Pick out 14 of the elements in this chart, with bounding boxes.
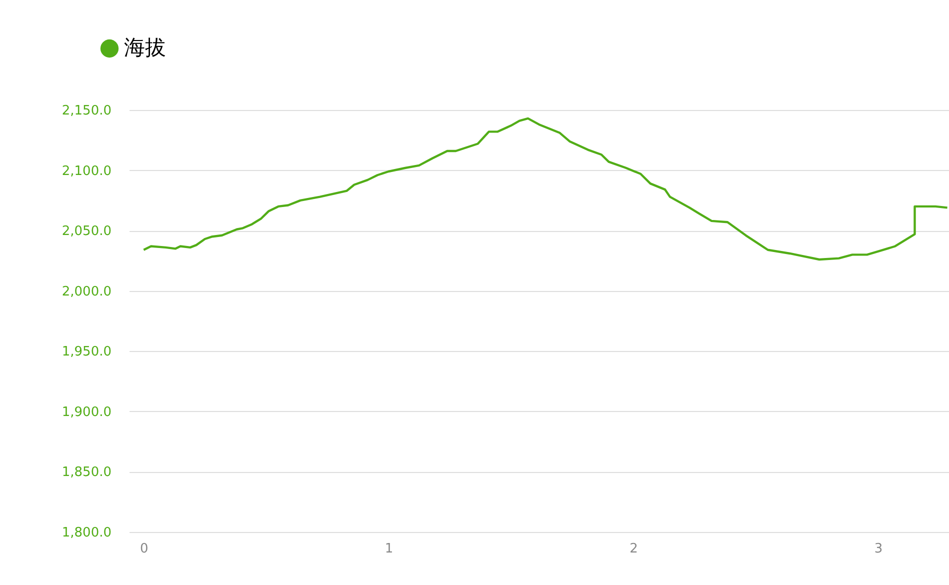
legend-label: 海拔	[124, 36, 166, 60]
y-tick-label: 2,100.0	[62, 164, 112, 179]
line-series	[142, 117, 948, 261]
y-tick-label: 1,850.0	[62, 465, 112, 480]
x-tick-label: 0	[140, 542, 148, 556]
x-tick-label: 3	[874, 542, 883, 556]
y-tick-label: 2,000.0	[62, 284, 112, 300]
x-tick-label: 1	[384, 542, 394, 556]
y-tick-label: 1,900.0	[62, 404, 112, 420]
y-tick-label: 2,150.0	[62, 104, 112, 118]
y-tick-label: 2,050.0	[62, 224, 112, 240]
y-tick-label: 1,800.0	[62, 526, 112, 540]
y-tick-label: 1,950.0	[62, 344, 112, 360]
x-tick-label: 2	[630, 542, 638, 556]
